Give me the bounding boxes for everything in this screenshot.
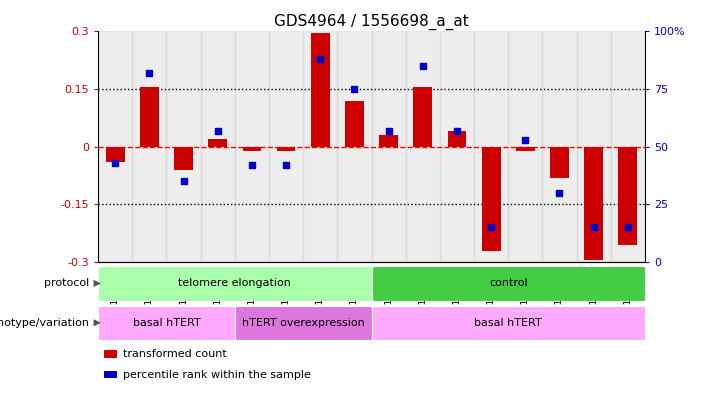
Point: [349, 86, 360, 92]
Bar: [543, 31, 577, 262]
Point: [588, 224, 599, 231]
Point: [519, 137, 531, 143]
Bar: [98, 305, 235, 340]
Bar: [372, 305, 645, 340]
Bar: [372, 266, 645, 301]
Bar: [104, 371, 117, 378]
Text: basal hTERT: basal hTERT: [475, 318, 542, 328]
Bar: [406, 31, 440, 262]
Bar: [550, 147, 569, 178]
Point: [315, 56, 326, 62]
Bar: [379, 135, 398, 147]
Point: [486, 224, 497, 231]
Bar: [132, 31, 167, 262]
Point: [417, 63, 428, 69]
Bar: [618, 147, 637, 245]
Bar: [98, 31, 132, 262]
Bar: [337, 31, 372, 262]
Bar: [243, 147, 261, 151]
Bar: [174, 147, 193, 170]
Bar: [235, 31, 269, 262]
Bar: [611, 31, 645, 262]
Bar: [577, 31, 611, 262]
Point: [246, 162, 257, 168]
Text: telomere elongation: telomere elongation: [178, 279, 292, 288]
Text: basal hTERT: basal hTERT: [132, 318, 200, 328]
Bar: [277, 147, 296, 151]
Point: [178, 178, 189, 184]
Bar: [372, 31, 406, 262]
Bar: [311, 33, 329, 147]
Point: [144, 70, 155, 76]
Point: [383, 127, 394, 134]
Text: control: control: [489, 279, 528, 288]
Bar: [269, 31, 303, 262]
Bar: [104, 350, 117, 358]
Bar: [345, 101, 364, 147]
Bar: [447, 131, 466, 147]
Bar: [304, 31, 337, 262]
Bar: [584, 147, 603, 260]
Bar: [167, 31, 200, 262]
Point: [451, 127, 463, 134]
Bar: [516, 147, 535, 151]
Text: transformed count: transformed count: [123, 349, 226, 359]
Bar: [200, 31, 235, 262]
Text: protocol: protocol: [44, 279, 93, 288]
Bar: [474, 31, 508, 262]
Bar: [208, 139, 227, 147]
Text: genotype/variation: genotype/variation: [0, 318, 93, 328]
Bar: [414, 87, 433, 147]
Bar: [106, 147, 125, 162]
Point: [622, 224, 634, 231]
Point: [212, 127, 224, 134]
Point: [554, 190, 565, 196]
Bar: [98, 266, 372, 301]
Text: percentile rank within the sample: percentile rank within the sample: [123, 370, 311, 380]
Bar: [482, 147, 501, 251]
Bar: [440, 31, 474, 262]
Bar: [140, 87, 159, 147]
Bar: [235, 305, 372, 340]
Title: GDS4964 / 1556698_a_at: GDS4964 / 1556698_a_at: [274, 14, 469, 30]
Point: [109, 160, 121, 166]
Bar: [508, 31, 543, 262]
Point: [280, 162, 292, 168]
Text: hTERT overexpression: hTERT overexpression: [242, 318, 365, 328]
